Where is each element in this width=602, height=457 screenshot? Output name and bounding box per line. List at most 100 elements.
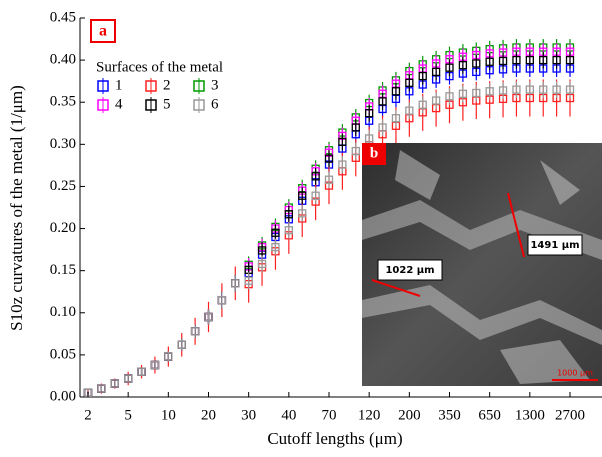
marker [498,56,508,66]
marker [512,55,521,65]
marker [365,109,374,118]
legend: 1 2 3 4 5 6 [97,77,219,113]
x-tick-label: 20 [201,407,216,423]
measure-line [371,279,421,297]
marker [257,259,267,269]
y-tick-label: 0.20 [50,220,76,236]
marker [298,209,307,218]
legend-label: 4 [115,96,123,112]
x-tick-label: 350 [438,407,461,423]
texture [362,200,602,260]
x-tick-label: 2700 [555,407,585,423]
y-tick-label: 0.00 [50,388,76,404]
annotation-box [377,259,443,281]
panel-label: a [99,23,107,40]
marker [458,61,468,70]
inset-label: b [370,145,378,161]
inset-label-box [362,143,386,165]
x-tick-label: 120 [358,407,381,423]
marker [365,134,374,143]
legend-label: 2 [163,77,171,93]
x-tick-label: 70 [322,407,337,423]
marker [378,123,387,132]
legend-label: 5 [163,96,171,112]
y-tick-label: 0.45 [50,9,76,25]
y-tick-label: 0.25 [50,178,76,194]
marker [244,276,253,285]
marker [110,379,119,388]
marker [431,96,441,105]
panel-label-box [90,19,116,43]
marker [324,154,334,163]
marker [565,85,575,94]
legend-label: 6 [211,96,219,112]
x-tick-label: 1300 [515,407,545,423]
legend-marker [97,99,109,111]
marker [298,191,307,200]
marker [431,67,441,77]
y-tick-label: 0.35 [50,94,76,110]
texture [395,150,590,384]
marker [552,85,561,94]
marker [445,63,454,72]
y-tick-label: 0.05 [50,346,76,362]
scale-label: 1000 μm [557,369,593,378]
marker [472,59,481,68]
marker [97,384,106,393]
marker [552,55,561,65]
marker [378,97,387,106]
marker [311,191,320,200]
marker [271,228,280,237]
marker [445,92,454,101]
marker [150,360,160,370]
marker [405,78,414,88]
marker [418,71,427,81]
marker [338,160,347,169]
marker [512,85,521,94]
marker [257,246,267,255]
legend-marker [97,80,109,92]
marker [338,137,347,146]
marker [351,123,360,132]
legend-title: Surfaces of the metal [96,59,223,75]
annotation: 1022 μm [385,265,434,276]
y-tick-label: 0.30 [50,136,76,152]
x-tick-label: 10 [161,407,176,423]
legend-marker [145,99,157,111]
marker [458,89,468,98]
marker [311,172,320,181]
inset: b 1491 μm 1022 μm 1000 μm [362,143,602,386]
marker [124,374,133,383]
marker [324,175,334,184]
y-tick-label: 0.10 [50,304,76,320]
annotation-box [527,234,583,256]
marker [485,87,494,96]
x-tick-label: 30 [241,407,256,423]
marker [177,340,186,349]
y-tick-label: 0.40 [50,52,76,68]
texture [362,285,602,345]
marker [472,88,481,98]
marker [391,87,401,96]
marker [137,367,146,376]
marker [405,106,414,115]
marker [204,312,213,322]
x-tick-label: 40 [281,407,296,423]
marker [525,55,534,65]
legend-marker [193,80,205,92]
marker [539,55,548,65]
legend-marker [145,80,157,92]
marker [231,279,240,288]
marker [351,146,360,156]
y-axis-title: S10z curvatures of the metal (1/μm) [7,85,26,331]
marker [217,295,227,305]
marker [565,55,575,65]
marker [498,86,508,95]
marker [391,114,401,123]
measure-line [507,192,525,258]
marker [485,57,494,66]
x-tick-label: 200 [398,407,421,423]
marker [190,327,200,336]
